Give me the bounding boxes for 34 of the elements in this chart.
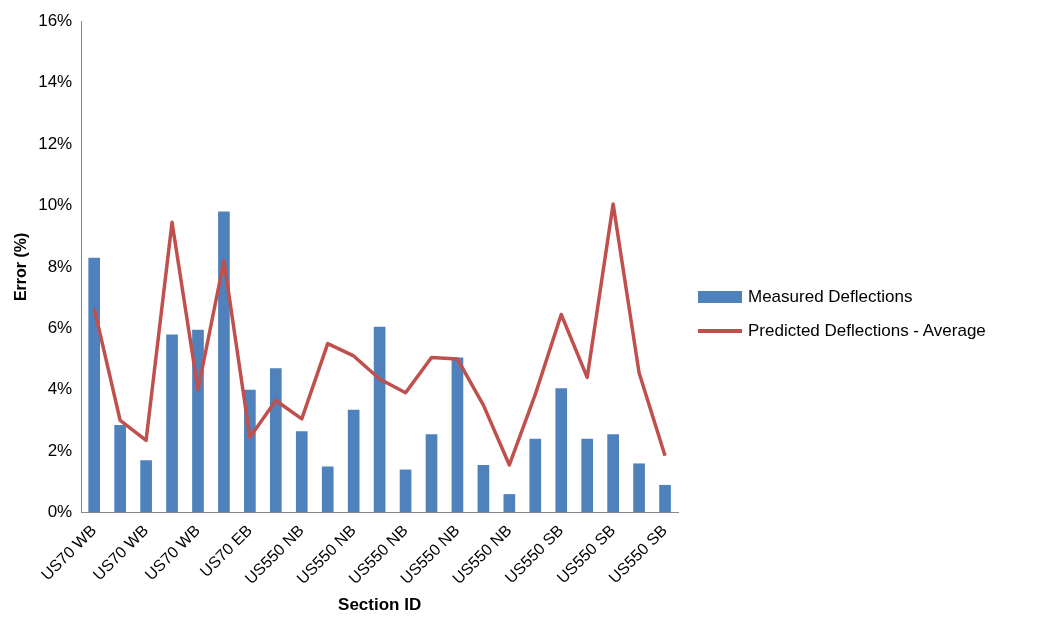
bar [269, 368, 282, 513]
bar [555, 388, 568, 513]
bar [321, 466, 334, 513]
bar [347, 409, 360, 513]
bar [114, 425, 126, 513]
y-tick-label: 0% [47, 502, 73, 522]
bar [503, 494, 516, 513]
bar [529, 438, 542, 513]
bar [477, 464, 490, 513]
x-axis-title: Section ID [338, 595, 422, 615]
y-tick-label: 6% [47, 317, 73, 337]
y-tick-label: 16% [38, 10, 73, 30]
y-tick-label: 8% [47, 256, 73, 276]
bar [218, 211, 230, 513]
bar [581, 438, 594, 513]
bar [425, 434, 438, 513]
y-tick-label: 12% [38, 133, 73, 153]
bar [633, 463, 645, 513]
bar [140, 460, 152, 513]
bar [399, 469, 412, 513]
y-tick-label: 4% [47, 379, 73, 399]
bar [373, 326, 386, 513]
bar [295, 431, 308, 513]
bar [659, 484, 671, 513]
bar [451, 357, 464, 513]
y-tick-label: 2% [47, 440, 73, 460]
bar [166, 334, 178, 513]
legend-label: Predicted Deflections - Average [748, 321, 986, 341]
bar [607, 434, 619, 513]
legend-label: Measured Deflections [748, 287, 913, 307]
bar [88, 257, 101, 513]
y-tick-label: 10% [38, 195, 73, 215]
y-axis-title: Error (%) [12, 232, 30, 302]
y-tick-label: 14% [38, 72, 73, 92]
